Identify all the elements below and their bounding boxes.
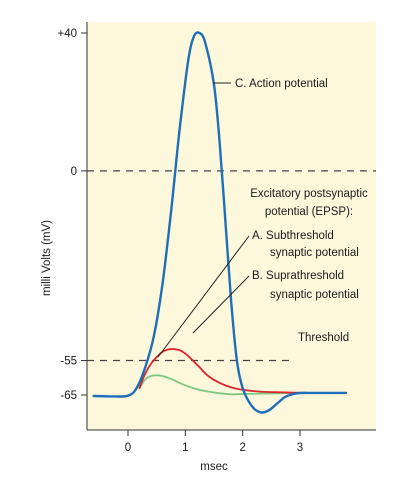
axes-layer [86, 22, 376, 431]
y-tick-label: +40 [57, 28, 77, 40]
epsp-heading-line2: potential (EPSP): [265, 206, 353, 218]
reference-lines [87, 170, 376, 362]
suprathreshold-label-line2: synaptic potential [270, 289, 359, 301]
x-tick-label: 1 [182, 442, 188, 454]
suprathreshold-label-line1: B. Suprathreshold [252, 270, 344, 282]
threshold-label: Threshold [298, 332, 349, 344]
x-tick-label: 2 [239, 442, 245, 454]
action-potential-label: C. Action potential [235, 78, 328, 90]
plot-area [87, 22, 376, 430]
series-layer [92, 31, 348, 414]
x-axis-label: msec [200, 461, 228, 473]
x-tick-label: 0 [125, 442, 131, 454]
leader-suprathreshold [192, 275, 250, 334]
subthreshold-label-line2: synaptic potential [270, 247, 359, 259]
x-tick-label: 3 [297, 442, 303, 454]
y-tick-label: 0 [71, 166, 77, 178]
series-action-potential [92, 31, 348, 414]
ticks-layer: +40 0 -55 -65 0 1 2 3 [57, 28, 303, 454]
leader-lines [157, 82, 250, 358]
epsp-heading-line1: Excitatory postsynaptic [250, 188, 368, 200]
y-tick-label: -55 [60, 356, 77, 368]
y-tick-label: -65 [60, 390, 77, 402]
leader-subthreshold [157, 235, 250, 358]
series-suprathreshold [138, 348, 313, 394]
y-axis-label: milli Volts (mV) [41, 220, 53, 296]
series-subthreshold [138, 374, 313, 396]
subthreshold-label-line1: A. Subthreshold [252, 230, 334, 242]
